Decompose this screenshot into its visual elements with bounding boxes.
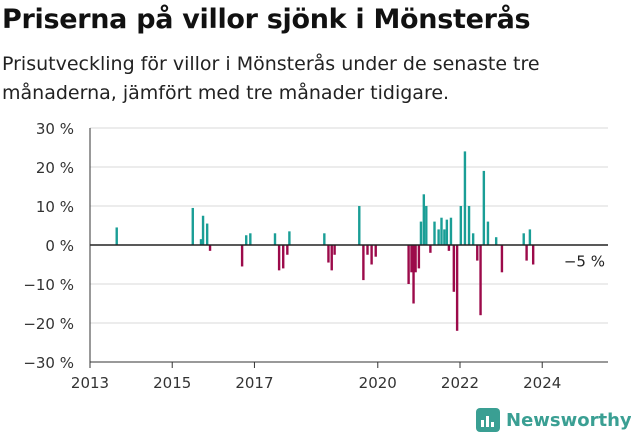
bar (410, 245, 413, 273)
bar (249, 233, 252, 245)
bar (479, 245, 482, 316)
bar (528, 229, 532, 245)
bar (323, 233, 326, 245)
bar (500, 245, 504, 273)
bar (531, 245, 535, 265)
y-tick-label: 0 % (45, 237, 74, 255)
bar (425, 206, 428, 245)
bar (288, 231, 291, 245)
bar (327, 245, 330, 263)
bar (412, 245, 415, 304)
bar (463, 151, 467, 245)
bar (245, 235, 248, 245)
bar (273, 233, 277, 245)
bar (522, 233, 525, 245)
bar (201, 215, 205, 245)
bar (482, 170, 486, 245)
bar (358, 206, 361, 245)
y-tick-label: 30 % (36, 120, 74, 138)
bar (282, 245, 285, 269)
bar (437, 229, 440, 245)
chart-title: Priserna på villor sjönk i Mönsterås (2, 4, 531, 35)
bar (525, 245, 528, 261)
bar (440, 217, 443, 245)
bar (443, 229, 446, 245)
y-tick-label: 20 % (36, 159, 74, 177)
bar (447, 245, 451, 251)
bar (467, 206, 471, 245)
bar (330, 245, 333, 271)
bar (433, 221, 436, 245)
bar (452, 245, 456, 292)
bar (370, 245, 373, 265)
bar (240, 245, 244, 267)
bar (455, 245, 459, 331)
tick-labels: 30 % 20 % 10 % 0 % −10 % −20 % −30 % 2013 2015 20… (23, 120, 605, 392)
bar (199, 239, 203, 245)
bar (115, 227, 118, 245)
bar (286, 245, 289, 255)
brand-name: Newsworthy (506, 409, 631, 431)
x-tick-label: 2020 (359, 374, 397, 392)
bars (115, 151, 535, 331)
bar (277, 245, 281, 271)
y-tick-label: 10 % (36, 198, 74, 216)
x-tick-label: 2017 (235, 374, 273, 392)
x-tick-label: 2022 (441, 374, 479, 392)
bar (374, 245, 377, 257)
bar (459, 206, 463, 245)
bar (476, 245, 479, 261)
bar (205, 223, 209, 245)
bar (422, 194, 426, 245)
bar (333, 245, 336, 255)
bar (419, 221, 423, 245)
bar (417, 245, 421, 269)
bar (449, 217, 453, 245)
bar (407, 245, 410, 284)
bar (366, 245, 369, 255)
bar (191, 207, 194, 245)
bar (362, 245, 365, 281)
bar (414, 245, 417, 273)
y-tick-label: −30 % (23, 354, 74, 372)
gridlines (90, 127, 608, 324)
last-value-annotation: −5 % (564, 253, 605, 271)
newsworthy-brand[interactable]: Newsworthy (476, 408, 631, 432)
bar (486, 221, 490, 245)
chart-subtitle: Prisutveckling för villor i Mönsterås un… (2, 53, 540, 104)
axes (89, 128, 608, 368)
newsworthy-logo-icon (476, 408, 500, 432)
bar (429, 245, 432, 253)
bar (445, 219, 449, 245)
bar (471, 233, 475, 245)
y-tick-label: −20 % (23, 315, 74, 333)
bar (494, 237, 498, 245)
y-tick-label: −10 % (23, 276, 74, 294)
x-tick-label: 2024 (523, 374, 561, 392)
x-tick-label: 2015 (153, 374, 191, 392)
x-tick-label: 2013 (71, 374, 109, 392)
bar (208, 245, 212, 251)
